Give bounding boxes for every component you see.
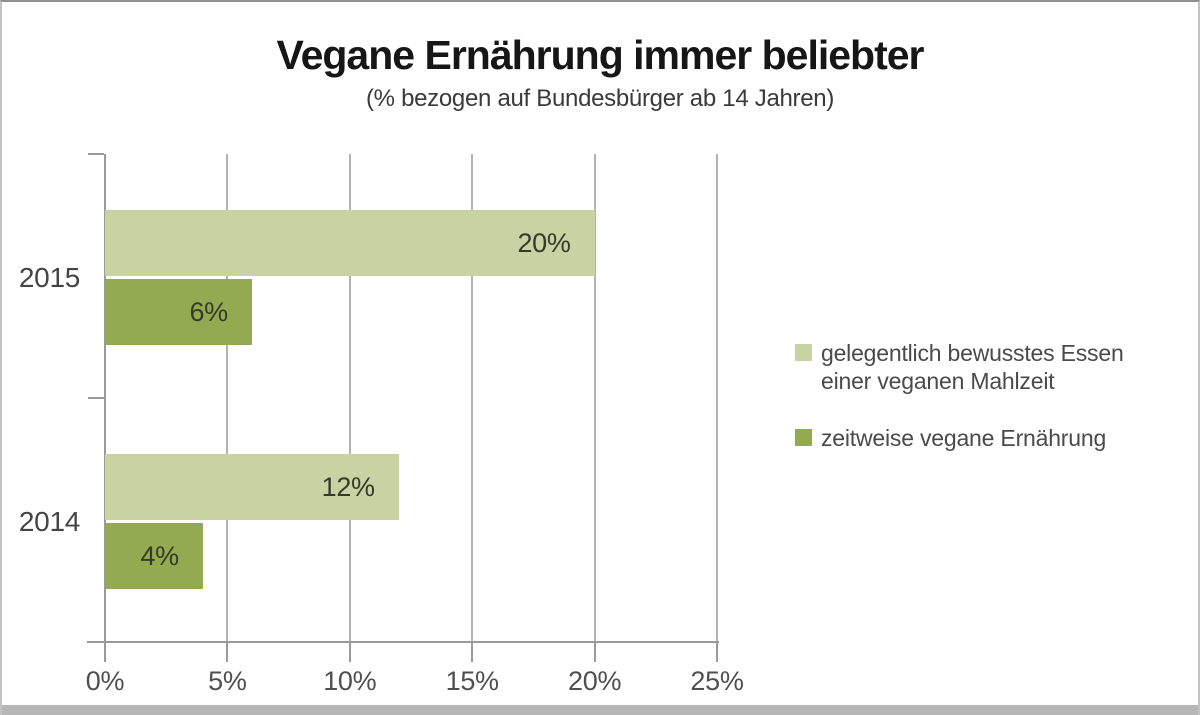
category-label-2015: 2015 (18, 261, 80, 293)
legend-item-2: zeitweise vegane Ernährung (795, 424, 1167, 452)
bar-2015-series-1: 20% (105, 210, 595, 276)
x-tick-label-5%: 5% (208, 666, 247, 696)
x-axis-tick-15% (471, 642, 474, 662)
category-label-2014: 2014 (18, 505, 80, 537)
bar-2014-series-2: 4% (105, 523, 203, 589)
chart-subtitle: (% bezogen auf Bundesbürger ab 14 Jahren… (365, 85, 835, 112)
legend-swatch (795, 429, 812, 446)
x-tick-label-20%: 20% (568, 666, 622, 696)
x-axis-tick-10% (348, 642, 351, 662)
bar-2014-series-1: 12% (105, 454, 399, 520)
x-axis-tick-25% (716, 642, 718, 662)
x-tick-label-10%: 10% (323, 666, 377, 696)
x-tick-label-0%: 0% (85, 666, 125, 696)
legend-label: zeitweise vegane Ernährung (821, 425, 1107, 451)
bar-value-label: 4% (140, 540, 179, 571)
x-axis-tick-20% (593, 642, 596, 662)
gridline-15% (471, 154, 474, 642)
bottom-strip (2, 705, 1198, 715)
y-axis-tick (88, 153, 104, 155)
chart-title: Vegane Ernährung immer beliebter (276, 32, 925, 78)
bar-value-label: 12% (321, 471, 375, 502)
gridline-25% (716, 154, 718, 642)
x-tick-label-15%: 15% (445, 666, 499, 696)
gridline-5% (226, 154, 229, 642)
legend: gelegentlich bewusstes Essen einer vegan… (795, 339, 1167, 481)
x-tick-label-25%: 25% (690, 666, 744, 696)
x-axis-tick-5% (226, 642, 229, 662)
bar-value-label: 20% (517, 227, 571, 258)
legend-item-1: gelegentlich bewusstes Essen einer vegan… (795, 339, 1167, 395)
y-axis-tick (88, 397, 104, 399)
gridline-10% (348, 154, 351, 642)
y-axis (104, 154, 106, 642)
legend-swatch (795, 344, 812, 361)
legend-label: gelegentlich bewusstes Essen einer vegan… (821, 340, 1124, 394)
x-axis-tick-0% (104, 642, 106, 662)
gridline-20% (593, 154, 596, 642)
bar-value-label: 6% (189, 296, 228, 327)
x-axis (87, 641, 719, 643)
bar-2015-series-2: 6% (105, 279, 252, 345)
